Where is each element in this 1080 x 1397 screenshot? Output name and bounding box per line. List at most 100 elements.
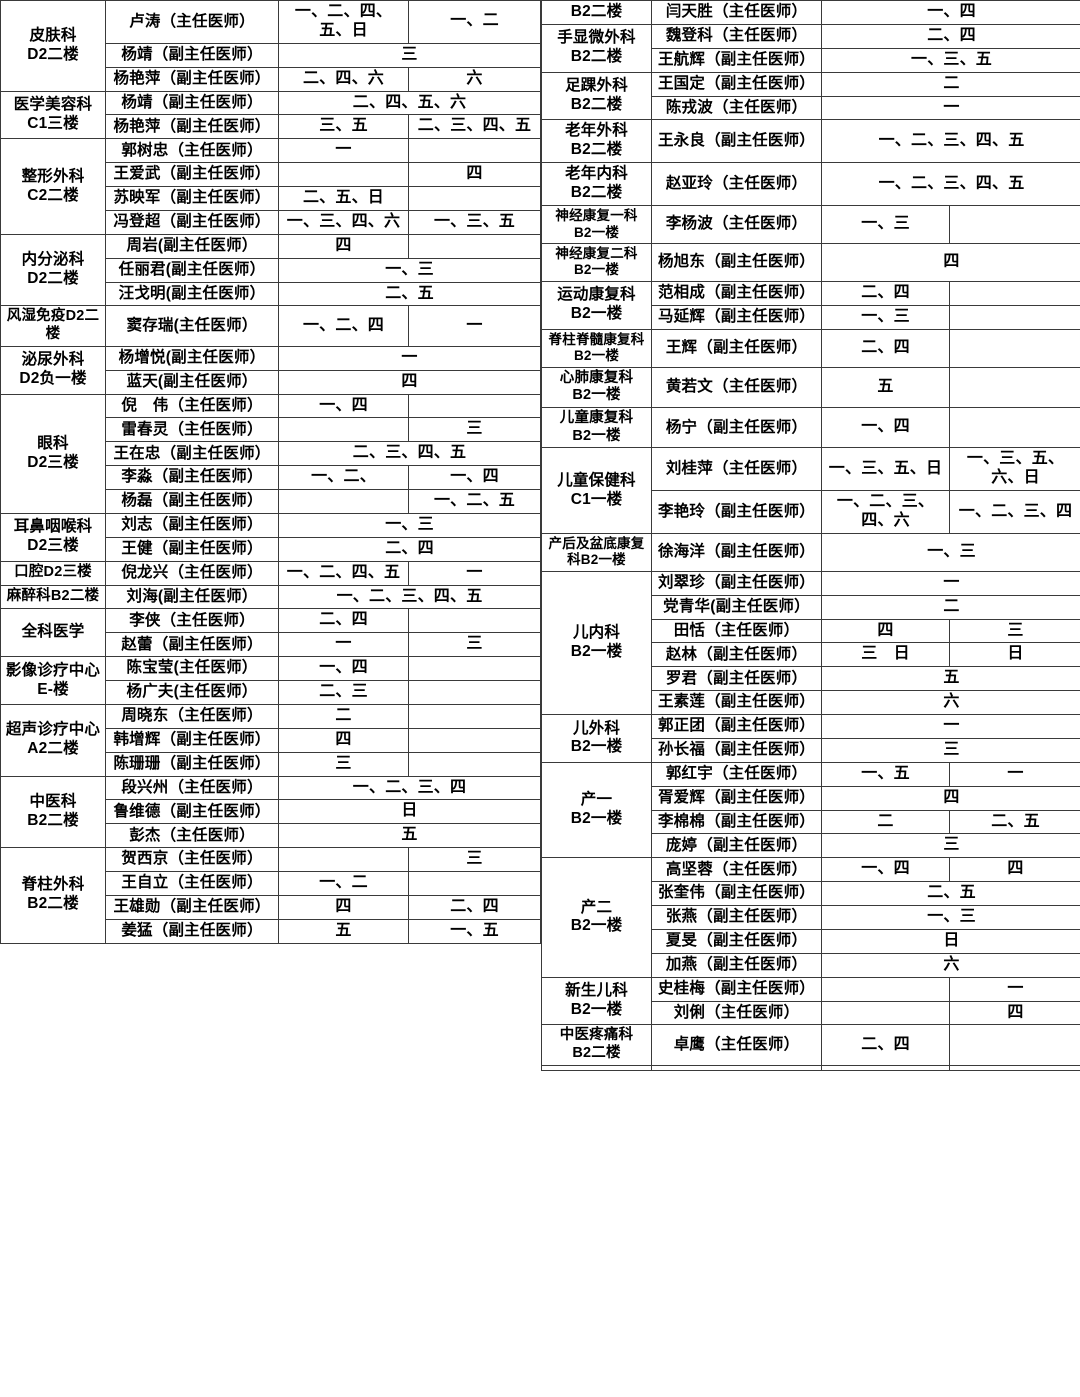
schedule-days-pm: 一 bbox=[948, 761, 1080, 787]
right-schedule-table: B2二楼 闫天胜（主任医师） 一、四 手显微外科 B2二楼 魏登科（主任医师） 二、四 王航辉… bbox=[541, 0, 1080, 1071]
table-row: 杨艳萍（副主任医师） 二、四、六六 bbox=[1, 66, 541, 92]
department-cell: 儿外科 B2一楼 bbox=[541, 714, 652, 763]
schedule-days-am bbox=[821, 976, 950, 1002]
department-cell: 足踝外科 B2二楼 bbox=[541, 71, 652, 121]
table-row: 儿内科 B2一楼 刘翠珍（副主任医师）一 bbox=[541, 570, 1080, 716]
schedule-days-merged: 一、三 bbox=[820, 905, 1080, 930]
schedule-days-pm bbox=[408, 871, 541, 896]
schedule-days-am: 一、二 bbox=[278, 871, 409, 896]
doctor-cell: 闫天胜（主任医师） bbox=[651, 0, 822, 25]
schedule-days-pm: 一、二、三、四 bbox=[948, 490, 1080, 534]
doctor-cell: 王雄勋（副主任医师） bbox=[105, 894, 279, 920]
department-cell: 儿内科 B2一楼 bbox=[541, 570, 652, 716]
schedule-days-merged: 日 bbox=[820, 928, 1080, 954]
department-cell: 全科医学 bbox=[0, 608, 106, 658]
schedule-days-pm: 三 bbox=[408, 847, 541, 872]
doctor-cell: 黄若文（主任医师） bbox=[651, 366, 822, 408]
doctor-cell: 郭树忠（主任医师） bbox=[105, 138, 279, 164]
table-row: 王素莲（副主任医师）六 bbox=[542, 690, 1080, 716]
table-row: 蓝天(副主任医师）四 bbox=[1, 369, 541, 395]
table-row: 产一 B2一楼 郭红宇（主任医师） 一、五一 bbox=[541, 761, 1080, 859]
table-row: 任丽君(副主任医师） 一、三 bbox=[1, 257, 541, 283]
schedule-days-am: 一、三、四、六 bbox=[278, 209, 409, 235]
schedule-days-pm bbox=[408, 186, 541, 211]
schedule-days-am: 一 bbox=[278, 138, 409, 164]
department-cell: 运动康复科 B2一楼 bbox=[541, 280, 652, 330]
doctor-cell: 李杨波（主任医师） bbox=[651, 205, 822, 244]
schedule-days-am: 二、五、日 bbox=[278, 186, 409, 211]
doctor-cell: 陈珊珊（副主任医师） bbox=[105, 751, 279, 777]
doctor-cell: 周晓东（主任医师） bbox=[105, 703, 279, 729]
schedule-days-am: 一、三、五、日 bbox=[821, 447, 950, 492]
schedule-days-pm: 二、五 bbox=[948, 809, 1080, 835]
schedule-days-pm: 一、四 bbox=[408, 465, 541, 490]
schedule-days-am: 二、四 bbox=[821, 280, 950, 306]
doctor-cell: 王健（副主任医师） bbox=[105, 536, 279, 562]
table-row: 雷春灵（主任医师） 三 bbox=[1, 417, 541, 443]
table-row: 马延辉（副主任医师） 一、三 bbox=[542, 304, 1080, 330]
table-row: 杨靖（副主任医师）三 bbox=[1, 42, 541, 68]
schedule-days-pm: 一、三、五 bbox=[408, 209, 541, 235]
schedule-days-am: 一、五 bbox=[821, 761, 950, 787]
schedule-days-pm: 一 bbox=[408, 305, 541, 347]
schedule-days-pm: 三 bbox=[948, 618, 1080, 644]
department-cell: 新生儿科 B2一楼 bbox=[541, 976, 652, 1026]
schedule-days-merged: 五 bbox=[820, 666, 1080, 692]
doctor-cell: 杨广夫(主任医师） bbox=[105, 680, 279, 705]
department-cell: 皮肤科 D2二楼 bbox=[0, 0, 106, 92]
department-cell: 医学美容科 C1三楼 bbox=[0, 90, 106, 140]
table-row: 李淼（副主任医师） 一、二、 一、四 bbox=[1, 465, 541, 490]
table-row: 儿外科 B2一楼 郭正团（副主任医师）一 bbox=[541, 714, 1080, 763]
department-cell: 口腔D2三楼 bbox=[0, 560, 106, 586]
department-cell: 心肺康复科 B2一楼 bbox=[541, 366, 652, 408]
doctor-cell: 冯登超（副主任医师） bbox=[105, 209, 279, 235]
doctor-cell: 刘翠珍（副主任医师） bbox=[651, 570, 822, 596]
doctor-cell: 王自立（主任医师） bbox=[105, 871, 279, 896]
schedule-days-pm bbox=[408, 138, 541, 164]
schedule-days-pm: 日 bbox=[948, 642, 1080, 668]
table-row: 医学美容科 C1三楼 杨靖（副主任医师） 二、四、五、六 bbox=[0, 90, 541, 140]
doctor-cell: 党青华(副主任医师） bbox=[651, 594, 822, 620]
schedule-days-merged: 四 bbox=[278, 369, 541, 395]
department-cell: 神经康复二科 B2一楼 bbox=[541, 242, 652, 282]
schedule-days-pm bbox=[408, 680, 541, 705]
schedule-days-am: 三、五 bbox=[278, 114, 409, 140]
schedule-days-am: 三 bbox=[278, 751, 409, 777]
schedule-days-pm: 一、二、五 bbox=[408, 489, 541, 514]
table-row: 手显微外科 B2二楼 魏登科（主任医师） 二、四 bbox=[541, 23, 1080, 73]
table-row: 产后及盆底康复科B2一楼 徐海洋（副主任医师） 一、三 bbox=[541, 532, 1080, 572]
schedule-days-merged: 三 bbox=[278, 42, 541, 68]
table-row: 罗君（副主任医师）五 bbox=[542, 666, 1080, 692]
doctor-cell: 胥爱辉（副主任医师） bbox=[651, 785, 822, 811]
schedule-days-merged: 一 bbox=[820, 570, 1080, 596]
department-cell: 耳鼻咽喉科 D2三楼 bbox=[0, 512, 106, 562]
doctor-cell: 王航辉（副主任医师） bbox=[651, 47, 822, 73]
schedule-days-am: 二、四 bbox=[821, 328, 950, 368]
table-row: B2二楼 闫天胜（主任医师） 一、四 bbox=[541, 0, 1080, 25]
schedule-days-pm bbox=[408, 751, 541, 777]
table-row: 杨艳萍（副主任医师） 三、五 二、三、四、五 bbox=[1, 114, 541, 140]
doctor-cell bbox=[651, 1064, 822, 1071]
department-cell: 儿童保健科 C1一楼 bbox=[541, 447, 652, 534]
doctor-cell: 魏登科（主任医师） bbox=[651, 23, 822, 49]
schedule-days-pm bbox=[948, 366, 1080, 408]
schedule-days-am: 四 bbox=[278, 233, 409, 259]
schedule-days-merged: 二、四 bbox=[278, 536, 541, 562]
schedule-days-am: 二、四、六 bbox=[278, 66, 409, 92]
department-cell: 手显微外科 B2二楼 bbox=[541, 23, 652, 73]
table-row: 脊柱外科 B2二楼 贺西京（主任医师） 三 bbox=[0, 847, 541, 944]
schedule-days-merged: 一 bbox=[278, 345, 541, 371]
doctor-cell: 段兴州（主任医师） bbox=[105, 775, 279, 801]
doctor-cell: 郭红宇（主任医师） bbox=[651, 761, 822, 787]
doctor-cell: 汪戈明(副主任医师） bbox=[105, 281, 279, 307]
department-cell: 影像诊疗中心 E-楼 bbox=[0, 656, 106, 705]
left-schedule-table: 皮肤科 D2二楼 卢涛（主任医师） 一、二、四、五、日 一、二 杨靖（副主任医师）三杨艳萍… bbox=[0, 0, 541, 944]
table-row: 耳鼻咽喉科 D2三楼 刘志（副主任医师） 一、三 bbox=[0, 512, 541, 562]
schedule-days-am: 二、四 bbox=[821, 1024, 950, 1066]
schedule-days-pm bbox=[948, 304, 1080, 330]
table-row: 杨磊（副主任医师） 一、二、五 bbox=[1, 489, 541, 514]
doctor-cell: 陈宝莹(主任医师） bbox=[105, 656, 279, 681]
table-row: 姜猛（副主任医师）五一、五 bbox=[1, 918, 541, 944]
schedule-days-am bbox=[278, 417, 409, 443]
doctor-cell: 李淼（副主任医师） bbox=[105, 465, 279, 490]
